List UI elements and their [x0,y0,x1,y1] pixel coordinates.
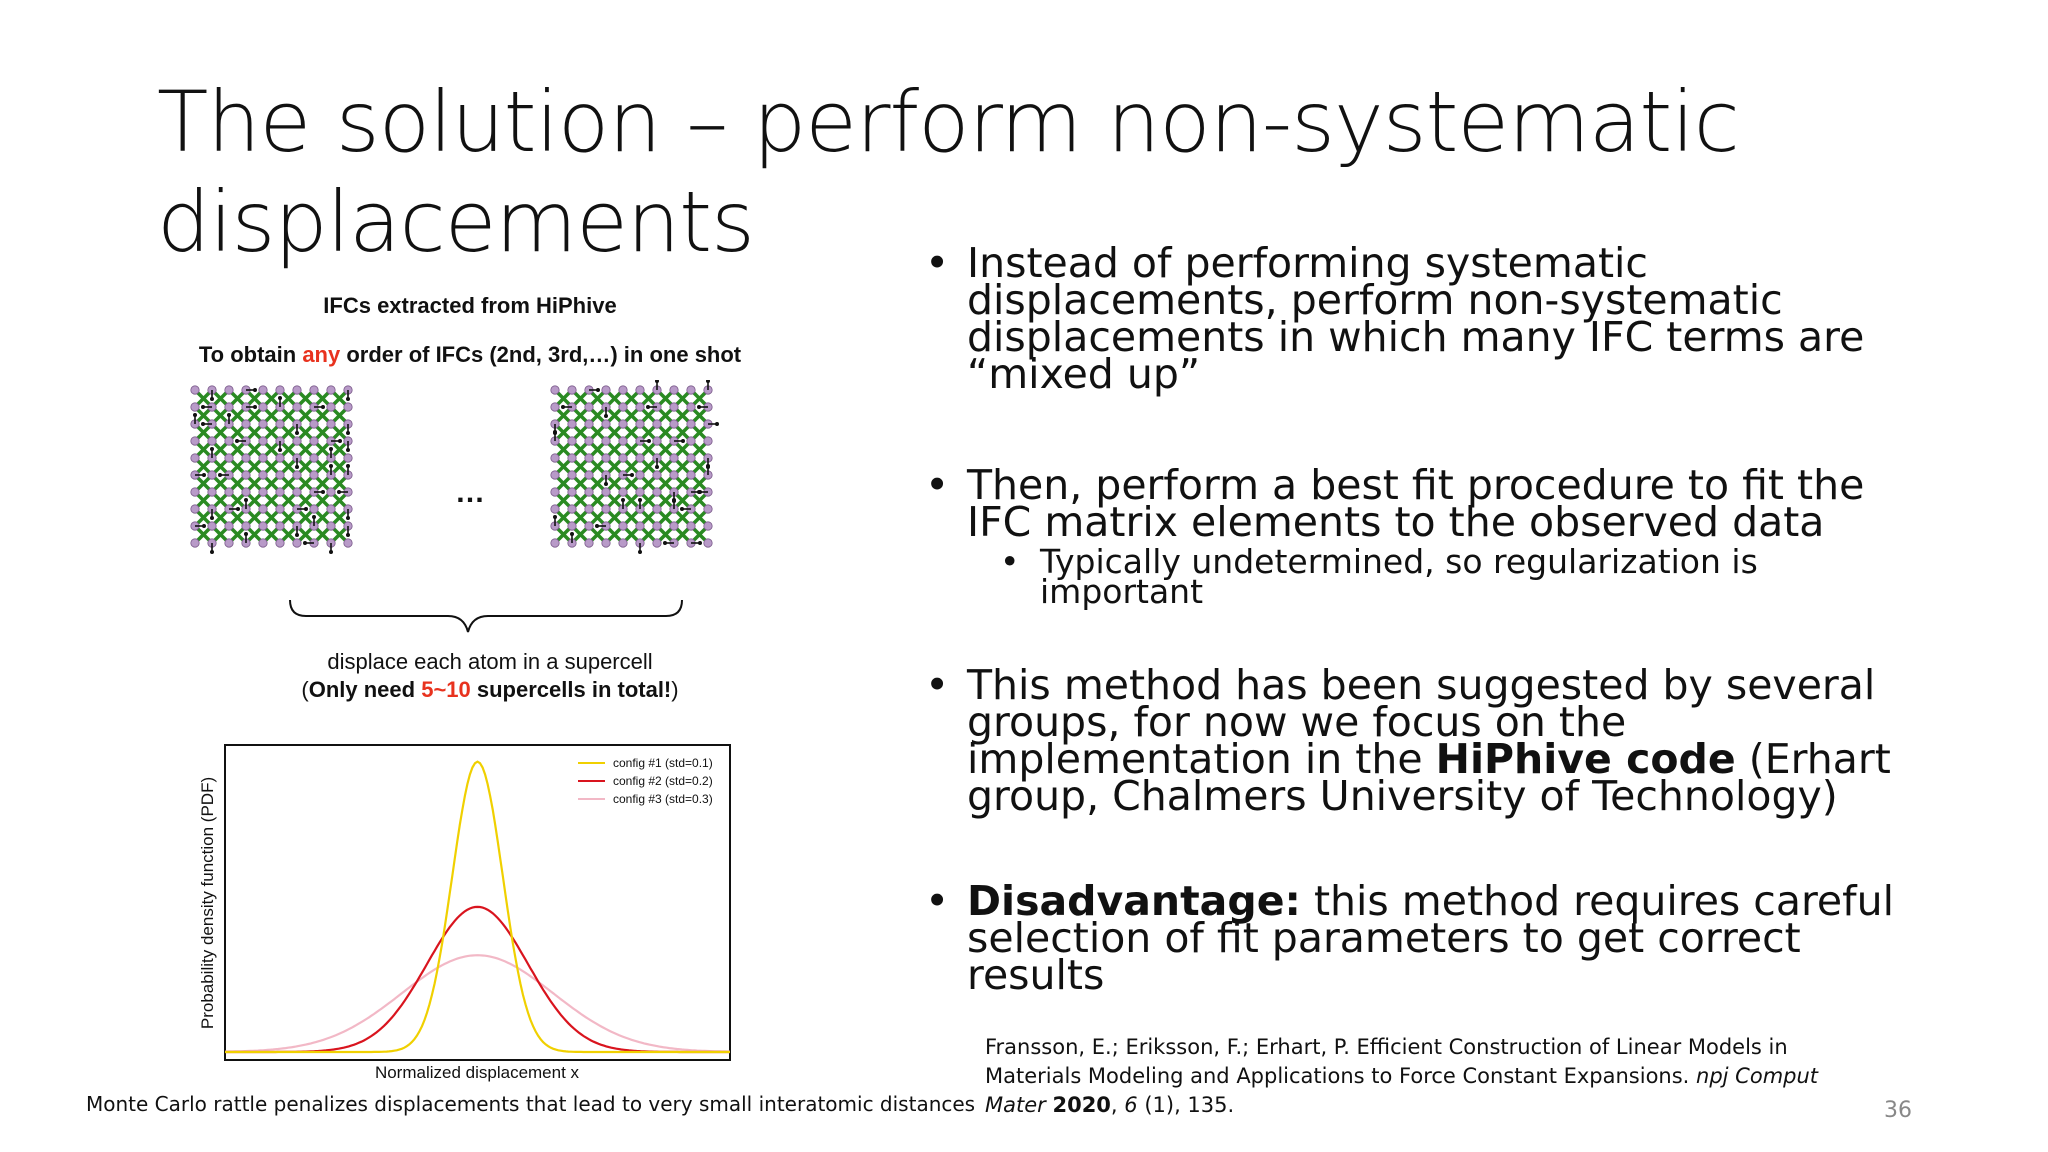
figure-subheading: To obtain any order of IFCs (2nd, 3rd,…)… [160,342,780,368]
series-line-2 [225,905,730,1054]
bullet-2-sub-text: Typically undetermined, so regularizatio… [1040,542,1758,611]
bullet-3-text-post: (Erhart group, Chalmers University of Te… [967,735,1891,820]
bold-post: supercells in total! [470,677,672,702]
x-axis-label: Normalized displacement x [375,1063,580,1082]
reference-citation: Fransson, E.; Eriksson, F.; Erhart, P. E… [985,1035,1819,1117]
bullet-3: • This method has been suggested by sever… [925,661,1925,817]
supercell-left [190,385,353,554]
legend-label-3: config #3 (std=0.3) [613,792,713,806]
supercell-right [550,380,719,554]
legend-label-1: config #1 (std=0.1) [613,756,713,770]
bullet-dot: • [925,877,950,925]
subheading-highlight: any [302,342,341,367]
brace-caption-line-1: displace each atom in a supercell [327,649,653,674]
bullet-dot: • [925,461,950,509]
bullet-4-text: this method requires careful selection o… [967,877,1894,999]
reference-authors: Fransson, E.; Eriksson, F.; Erhart, P. E… [985,1035,1788,1088]
brace-caption: displace each atom in a supercell (Only … [220,648,760,704]
pdf-chart: config #1 (std=0.1) config #2 (std=0.2) co… [198,744,731,1082]
reference-volume: 6 [1124,1093,1138,1117]
series-line-1 [225,760,730,1054]
bullet-4: • Disadvantage: this method requires care… [925,877,1925,996]
count-highlight: 5~10 [421,677,471,702]
slide-title: The solution – perform non-systematic di… [157,72,1807,272]
subheading-text-pre: To obtain [198,342,303,367]
brace [289,599,683,633]
reference-journal: npj Comput Mater [985,1064,1819,1117]
bullet-3-text-pre: This method has been suggested by severa… [967,661,1876,783]
bullet-dot: • [925,661,950,709]
brace-caption-line-2: (Only need 5~10 supercells in total!) [220,676,760,704]
title-line-1: The solution – perform non-systematic [157,73,1740,171]
figure-heading: IFCs extracted from HiPhive [323,293,617,318]
figure-bottom-caption: Monte Carlo rattle penalizes displacemen… [86,1092,976,1116]
plot-frame [224,744,731,1061]
page-number: 36 [1884,1098,1912,1123]
y-axis-label: Probability density function (PDF) [198,777,217,1029]
bullet-2: • Then, perform a best fit procedure to f… [925,461,1925,543]
title-line-2: displacements [157,173,755,271]
bullet-list: • Instead of performing systematic displa… [925,239,1925,996]
subheading-text-post: order of IFCs (2nd, 3rd,…) in one shot [340,342,742,367]
bullet-1: • Instead of performing systematic displa… [925,239,1925,395]
reference-year: 2020 [1052,1093,1111,1117]
bullet-dot: • [925,239,950,287]
sub-bullet-dot: • [1000,542,1020,581]
reference-rest: (1), 135. [1137,1093,1235,1117]
bullet-3-bold: HiPhive code [1435,735,1736,783]
bullet-4-bold: Disadvantage: [967,877,1301,925]
paren-open: ( [301,677,309,702]
bold-pre: Only need [308,677,422,702]
bullet-1-text: Instead of performing systematic displac… [967,239,1865,398]
bullet-2-text: Then, perform a best fit procedure to fi… [967,461,1865,546]
series-line-3 [225,954,730,1053]
chart-legend: config #1 (std=0.1) config #2 (std=0.2) co… [578,756,713,806]
legend-label-2: config #2 (std=0.2) [613,774,713,788]
supercell-diagrams: … [190,380,719,633]
ellipsis-text: … [455,476,485,509]
paren-close: ) [671,677,679,702]
bullet-2-sub: • Typically undetermined, so regularizati… [1000,542,1925,608]
